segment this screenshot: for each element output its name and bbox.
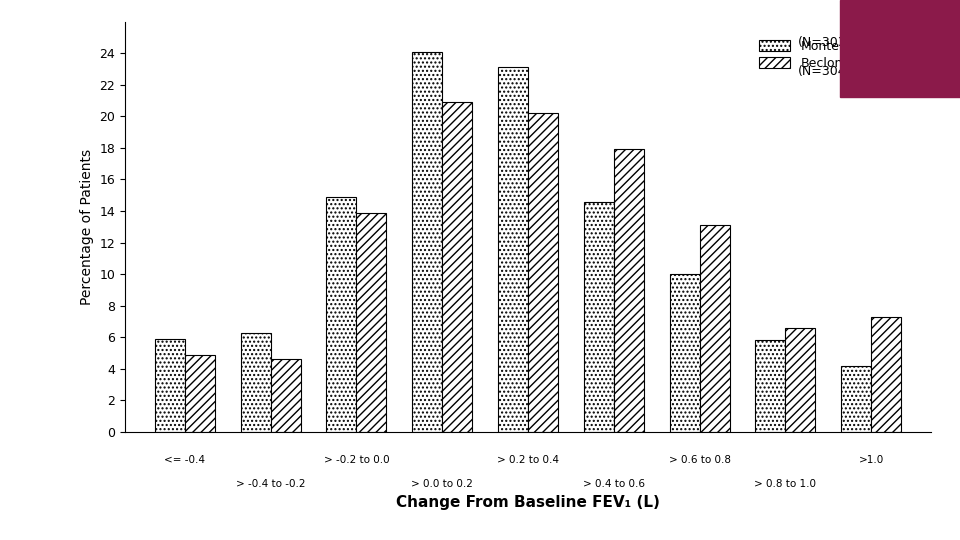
Text: <= -0.4: <= -0.4 [164, 455, 205, 464]
Text: (N=303): (N=303) [798, 36, 852, 49]
Bar [241, 333, 271, 432]
Y-axis label: Percentage of Patients: Percentage of Patients [80, 148, 94, 305]
Bar [356, 213, 387, 432]
X-axis label: Change From Baseline FEV₁ (L): Change From Baseline FEV₁ (L) [396, 495, 660, 510]
Bar [412, 52, 443, 432]
Legend: Montelukast, Beclomethasone: Montelukast, Beclomethasone [756, 36, 909, 73]
Bar [271, 360, 300, 432]
Bar [841, 366, 871, 432]
Bar [613, 150, 644, 432]
Bar [528, 113, 558, 432]
Text: > 0.4 to 0.6: > 0.4 to 0.6 [583, 479, 645, 489]
Bar [155, 339, 185, 432]
Bar [669, 274, 700, 432]
Bar [498, 68, 528, 432]
Text: > 0.6 to 0.8: > 0.6 to 0.8 [668, 455, 731, 464]
Bar [700, 225, 730, 432]
Bar [785, 328, 815, 432]
Bar [185, 355, 215, 432]
Bar [584, 201, 613, 432]
Text: >1.0: >1.0 [858, 455, 884, 464]
Bar [443, 102, 472, 432]
Text: > 0.2 to 0.4: > 0.2 to 0.4 [497, 455, 559, 464]
Bar [326, 197, 356, 432]
Text: > 0.8 to 1.0: > 0.8 to 1.0 [755, 479, 816, 489]
Text: > 0.0 to 0.2: > 0.0 to 0.2 [411, 479, 473, 489]
Text: (N=304): (N=304) [798, 65, 852, 78]
Bar [756, 340, 785, 432]
Text: > -0.2 to 0.0: > -0.2 to 0.0 [324, 455, 389, 464]
Text: > -0.4 to -0.2: > -0.4 to -0.2 [236, 479, 305, 489]
Bar [871, 317, 901, 432]
